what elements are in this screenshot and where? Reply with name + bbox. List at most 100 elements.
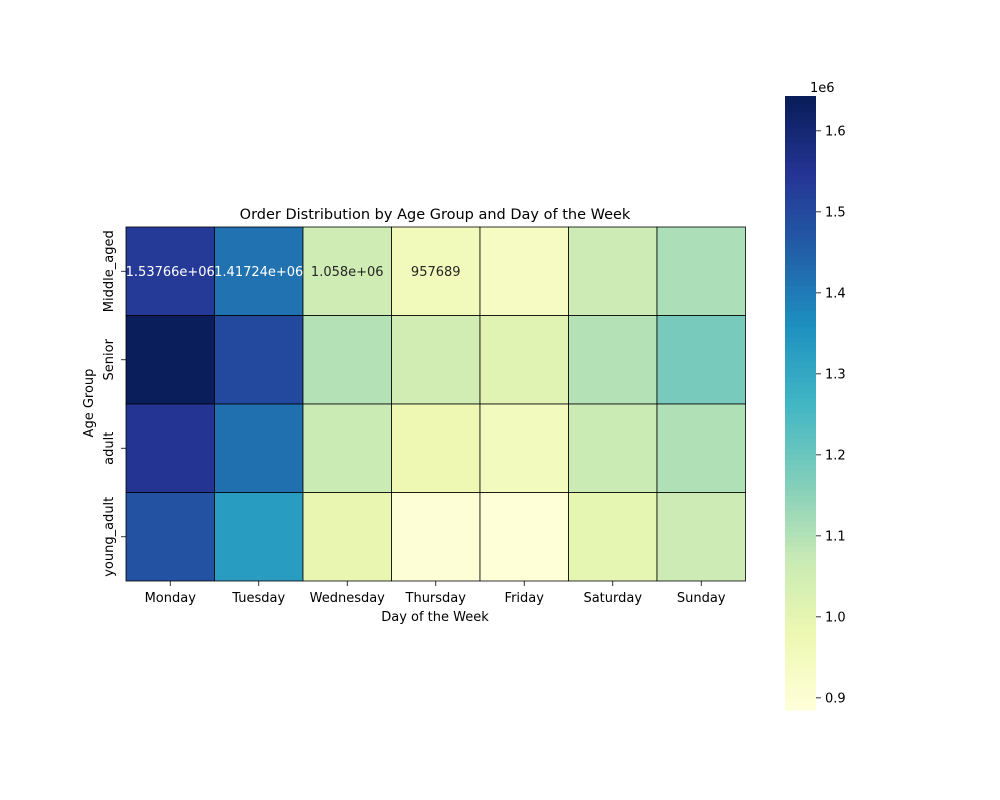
colorbar-tick-label: 1.1	[825, 529, 846, 544]
colorbar-segment	[785, 438, 816, 445]
y-axis-ticks: Middle_aged Senior adult young_adult	[102, 230, 126, 577]
heatmap-cell	[568, 226, 658, 316]
cell-annotation: 1.41724e+06	[214, 265, 303, 280]
colorbar-segment	[785, 674, 816, 680]
colorbar-multiplier: 1e6	[810, 81, 835, 96]
colorbar-segment	[785, 638, 816, 645]
cell-annotation: 1.53766e+06	[126, 265, 215, 280]
heatmap-cell	[125, 226, 215, 316]
colorbar-segment	[785, 223, 816, 230]
colorbar-segment	[785, 633, 816, 639]
colorbar-segment	[785, 525, 816, 532]
colorbar-segment	[785, 658, 816, 665]
heatmap-cell	[302, 315, 392, 405]
colorbar-tick-label: 1.2	[825, 448, 846, 463]
colorbar-segment	[785, 587, 816, 593]
x-tick-label: Sunday	[677, 591, 726, 606]
colorbar-segment	[785, 397, 816, 404]
heatmap-cell	[656, 403, 746, 493]
y-tick-label: young_adult	[102, 497, 117, 577]
colorbar: 0.9 1.0 1.1 1.2 1.3 1.4 1.5 1.6 1e6	[785, 81, 846, 711]
heatmap-cell	[125, 315, 215, 405]
heatmap-cell	[568, 403, 658, 493]
colorbar-tick-label: 1.5	[825, 205, 846, 220]
colorbar-segment	[785, 617, 816, 624]
colorbar-segment	[785, 597, 816, 604]
colorbar-segment	[785, 582, 816, 588]
heatmap-cell	[302, 403, 392, 493]
x-axis-ticks: Monday Tuesday Wednesday Thursday Friday Satu…	[145, 581, 726, 606]
colorbar-segment	[785, 423, 816, 430]
colorbar-segment	[785, 536, 816, 542]
colorbar-segment	[785, 116, 816, 123]
colorbar-segment	[785, 679, 816, 686]
colorbar-segment	[785, 576, 816, 583]
colorbar-segment	[785, 269, 816, 276]
colorbar-segment	[785, 275, 816, 281]
colorbar-segment	[785, 699, 816, 706]
colorbar-segment	[785, 433, 816, 440]
colorbar-tick-label: 1.0	[825, 610, 846, 625]
colorbar-segment	[785, 295, 816, 302]
y-tick-label: adult	[102, 432, 117, 465]
colorbar-segment	[785, 351, 816, 358]
colorbar-segment	[785, 382, 816, 389]
colorbar-segment	[785, 188, 816, 194]
colorbar-segment	[785, 131, 816, 138]
heatmap-cell	[125, 403, 215, 493]
x-tick-label: Thursday	[405, 591, 467, 606]
colorbar-segment	[785, 229, 816, 235]
colorbar-segment	[785, 541, 816, 547]
colorbar-segment	[785, 408, 816, 414]
cell-annotation: 1.058e+06	[311, 265, 384, 280]
heatmap-cell	[125, 492, 215, 582]
colorbar-segment	[785, 449, 816, 455]
colorbar-segment	[785, 495, 816, 501]
heatmap-cell	[214, 226, 304, 316]
colorbar-segment	[785, 505, 816, 512]
colorbar-segment	[785, 126, 816, 133]
colorbar-segment	[785, 628, 816, 634]
colorbar-segment	[785, 157, 816, 164]
colorbar-segment	[785, 177, 816, 184]
colorbar-segment	[785, 147, 816, 153]
colorbar-segment	[785, 602, 816, 609]
heatmap-cell	[214, 315, 304, 405]
colorbar-segment	[785, 198, 816, 205]
colorbar-segment	[785, 136, 816, 143]
colorbar-segment	[785, 387, 816, 394]
colorbar-segment	[785, 316, 816, 322]
colorbar-segment	[785, 182, 816, 189]
heatmap-cell	[214, 492, 304, 582]
colorbar-segment	[785, 336, 816, 343]
x-tick-label: Tuesday	[231, 591, 285, 606]
colorbar-segment	[785, 443, 816, 450]
cell-annotation: 957689	[411, 265, 461, 280]
colorbar-segment	[785, 520, 816, 527]
colorbar-segment	[785, 321, 816, 327]
colorbar-segment	[785, 704, 816, 711]
colorbar-segment	[785, 341, 816, 348]
colorbar-segment	[785, 193, 816, 199]
colorbar-segment	[785, 285, 816, 292]
colorbar-segment	[785, 663, 816, 670]
colorbar-segment	[785, 305, 816, 312]
colorbar-segment	[785, 566, 816, 573]
colorbar-segment	[785, 484, 816, 491]
heatmap-cell	[479, 315, 569, 405]
colorbar-segment	[785, 203, 816, 210]
colorbar-segment	[785, 561, 816, 568]
colorbar-segment	[785, 551, 816, 558]
colorbar-segment	[785, 689, 816, 696]
colorbar-segment	[785, 280, 816, 286]
heatmap-cell	[479, 226, 569, 316]
colorbar-segment	[785, 474, 816, 481]
colorbar-segment	[785, 244, 816, 251]
colorbar-segment	[785, 101, 816, 107]
colorbar-segment	[785, 413, 816, 419]
colorbar-segment	[785, 106, 816, 112]
colorbar-segment	[785, 612, 816, 619]
y-tick-label: Senior	[102, 338, 117, 380]
colorbar-segment	[785, 377, 816, 384]
